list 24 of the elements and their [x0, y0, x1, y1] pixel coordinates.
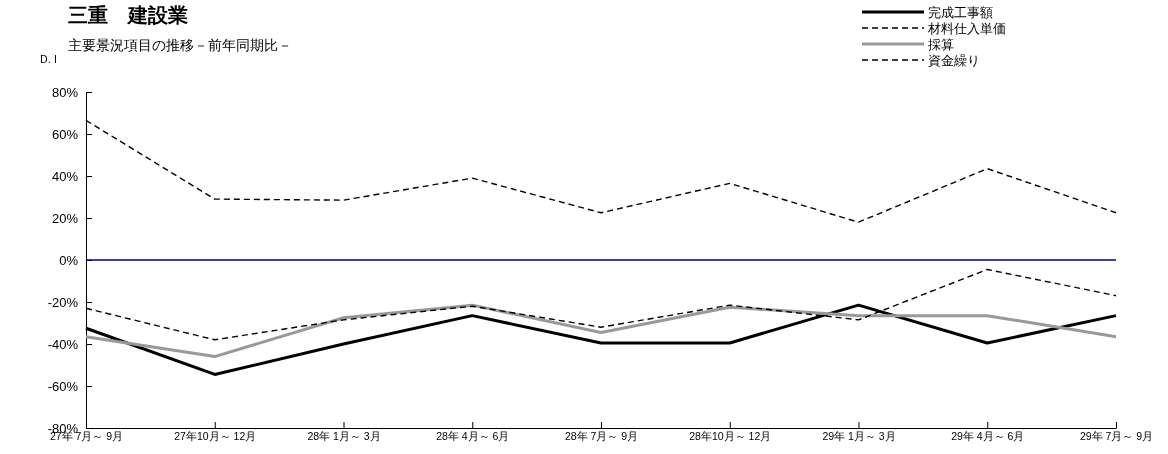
- x-tick-label: 29年 4月～ 6月: [951, 430, 1025, 443]
- y-tick-label: 20%: [51, 210, 79, 226]
- legend-label: 採算: [928, 37, 954, 52]
- y-tick-label: -20%: [47, 294, 79, 310]
- y-tick-label: 60%: [51, 126, 79, 142]
- line-series: [84, 303, 1118, 359]
- y-tick-label: 40%: [51, 168, 79, 184]
- legend-label: 資金繰り: [928, 53, 980, 68]
- x-tick-label: 29年 7月～ 9月: [1079, 430, 1154, 443]
- y-tick-label: -60%: [47, 378, 79, 394]
- y-tick-label: -40%: [47, 336, 79, 352]
- x-tick-label: 29年 1月～ 3月: [822, 430, 896, 443]
- x-tick-label: 27年10月～ 12月: [174, 430, 257, 443]
- x-tick-label: 28年 7月～ 9月: [564, 430, 639, 443]
- y-tick-label: 0%: [59, 252, 79, 268]
- legend-label: 完成工事額: [928, 5, 993, 20]
- x-tick-label: 28年 4月～ 6月: [436, 430, 510, 443]
- legend-label: 材料仕入単価: [927, 21, 1006, 36]
- chart-title: 三重 建設業: [68, 3, 188, 27]
- y-axis-title: D. I: [40, 54, 58, 65]
- chart-subtitle: 主要景況項目の推移－前年同期比－: [68, 37, 292, 53]
- x-tick-label: 28年10月～ 12月: [689, 430, 772, 443]
- x-tick-label: 28年 1月～ 3月: [307, 430, 381, 443]
- y-tick-label: 80%: [51, 84, 79, 100]
